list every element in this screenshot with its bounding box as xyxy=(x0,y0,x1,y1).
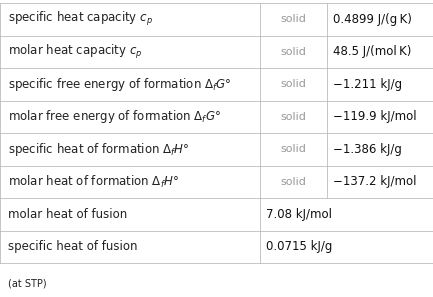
Text: specific heat capacity $c_p$: specific heat capacity $c_p$ xyxy=(8,10,153,28)
Text: solid: solid xyxy=(281,14,306,24)
Text: molar heat capacity $c_p$: molar heat capacity $c_p$ xyxy=(8,43,142,61)
Text: specific free energy of formation $\Delta_f G°$: specific free energy of formation $\Delt… xyxy=(8,76,232,93)
Text: solid: solid xyxy=(281,47,306,57)
Text: specific heat of formation $\Delta_f H°$: specific heat of formation $\Delta_f H°$ xyxy=(8,141,190,158)
Text: molar heat of formation $\Delta_f H°$: molar heat of formation $\Delta_f H°$ xyxy=(8,174,179,190)
Text: 48.5 J/(mol K): 48.5 J/(mol K) xyxy=(333,45,411,58)
Text: molar heat of fusion: molar heat of fusion xyxy=(8,208,127,221)
Text: solid: solid xyxy=(281,79,306,89)
Text: −1.386 kJ/g: −1.386 kJ/g xyxy=(333,143,402,156)
Text: 0.4899 J/(g K): 0.4899 J/(g K) xyxy=(333,13,412,26)
Text: 7.08 kJ/mol: 7.08 kJ/mol xyxy=(266,208,332,221)
Text: −1.211 kJ/g: −1.211 kJ/g xyxy=(333,78,402,91)
Text: specific heat of fusion: specific heat of fusion xyxy=(8,240,138,253)
Text: −119.9 kJ/mol: −119.9 kJ/mol xyxy=(333,110,417,123)
Text: solid: solid xyxy=(281,144,306,154)
Text: −137.2 kJ/mol: −137.2 kJ/mol xyxy=(333,175,417,188)
Text: 0.0715 kJ/g: 0.0715 kJ/g xyxy=(266,240,332,253)
Text: molar free energy of formation $\Delta_f G°$: molar free energy of formation $\Delta_f… xyxy=(8,108,221,125)
Text: (at STP): (at STP) xyxy=(8,278,47,288)
Text: solid: solid xyxy=(281,112,306,122)
Text: solid: solid xyxy=(281,177,306,187)
